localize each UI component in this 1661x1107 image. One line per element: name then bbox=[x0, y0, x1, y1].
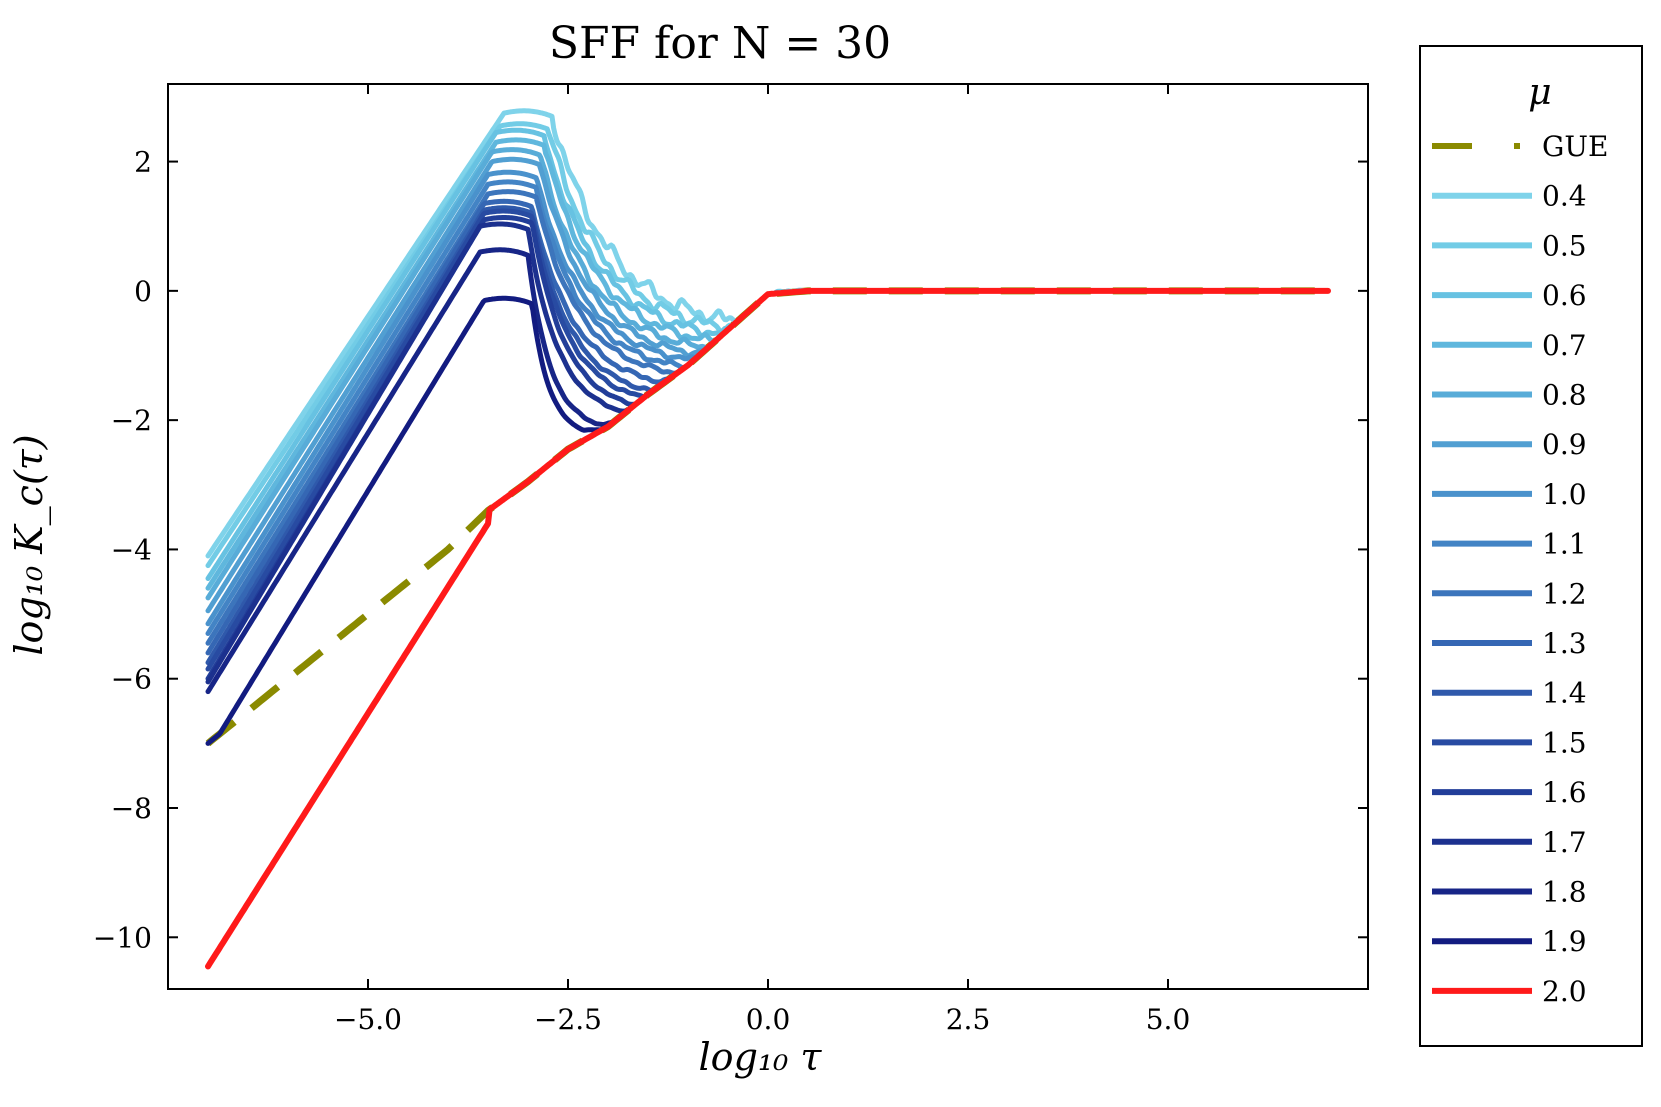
y-tick-label: 0 bbox=[134, 275, 152, 308]
x-tick-labels: −5.0 −2.5 0.0 2.5 5.0 bbox=[334, 1003, 1190, 1036]
x-axis-label: log₁₀ τ bbox=[699, 1035, 823, 1079]
legend-label: GUE bbox=[1542, 130, 1608, 163]
series-line-mu-1-1 bbox=[205, 179, 1331, 636]
legend-label: 0.5 bbox=[1542, 229, 1587, 262]
x-tick-label: −5.0 bbox=[334, 1003, 402, 1036]
legend-items: GUE 0.4 0.5 0.6 0.7 0.8 0.9 1.0 1.1 1.2 1.3 1.4 1.5 1… bbox=[1432, 130, 1608, 1008]
y-axis-label: log₁₀ K_c(τ) bbox=[7, 434, 52, 655]
legend-label: 2.0 bbox=[1542, 975, 1587, 1008]
legend-label: 1.9 bbox=[1542, 925, 1587, 958]
y-tick-label: −2 bbox=[111, 404, 152, 437]
x-tick-label: −2.5 bbox=[534, 1003, 602, 1036]
legend-label: 0.4 bbox=[1542, 180, 1587, 213]
legend-label: 1.8 bbox=[1542, 876, 1587, 909]
legend-label: 1.2 bbox=[1542, 577, 1587, 610]
legend-label: 1.0 bbox=[1542, 478, 1587, 511]
legend-label: 1.7 bbox=[1542, 826, 1587, 859]
series-line-mu-1-4 bbox=[205, 205, 1331, 666]
legend-label: 0.7 bbox=[1542, 329, 1587, 362]
series-line-mu-1-6 bbox=[205, 215, 1331, 682]
legend-label: 1.6 bbox=[1542, 776, 1587, 809]
x-tick-label: 2.5 bbox=[946, 1003, 991, 1036]
legend-label: 0.6 bbox=[1542, 279, 1587, 312]
chart-title: SFF for N = 30 bbox=[549, 18, 891, 69]
legend-label: 1.1 bbox=[1542, 528, 1587, 561]
legend-label: 1.5 bbox=[1542, 726, 1587, 759]
series-lines bbox=[205, 108, 1331, 970]
y-tick-label: 2 bbox=[134, 146, 152, 179]
series-line-mu-1-5 bbox=[205, 208, 1331, 672]
y-tick-label: −8 bbox=[111, 792, 152, 825]
legend-label: 1.3 bbox=[1542, 627, 1587, 660]
x-tick-label: 5.0 bbox=[1146, 1003, 1191, 1036]
legend-label: 0.9 bbox=[1542, 428, 1587, 461]
tick-marks bbox=[168, 84, 1368, 989]
y-tick-label: −10 bbox=[93, 921, 152, 954]
y-tick-label: −6 bbox=[111, 663, 152, 696]
x-tick-label: 0.0 bbox=[746, 1003, 791, 1036]
legend-label: 0.8 bbox=[1542, 379, 1587, 412]
y-tick-label: −4 bbox=[111, 533, 152, 566]
y-tick-labels: −10 −8 −6 −4 −2 0 2 bbox=[93, 146, 152, 955]
plot-frame bbox=[167, 83, 1369, 990]
legend-title: μ bbox=[1528, 72, 1551, 113]
series-line-mu-1-3 bbox=[205, 198, 1331, 656]
series-line-mu-2-0 bbox=[205, 287, 1331, 970]
legend-label: 1.4 bbox=[1542, 677, 1587, 710]
